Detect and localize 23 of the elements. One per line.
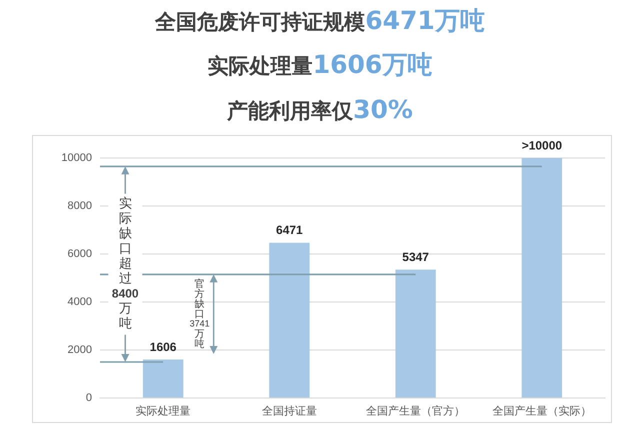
text: 实际缺口超过8400万吨 — [112, 196, 139, 332]
y-tick-label: 10000 — [61, 152, 92, 164]
data-label: 1606 — [150, 340, 177, 354]
text: 产能利用率仅30% — [227, 95, 413, 124]
bar — [395, 270, 436, 398]
chart-subtitle: 实际处理量1606万吨 — [208, 50, 432, 79]
y-tick-label: 0 — [86, 392, 92, 404]
x-tick-label: 全国持证量 — [262, 404, 317, 418]
bar — [522, 158, 562, 398]
data-label: >10000 — [522, 138, 562, 152]
bar — [142, 359, 184, 398]
annotation: 官方缺口3741万吨 — [190, 278, 210, 350]
bar — [269, 242, 310, 398]
chart-title: 全国危废许可持证规模6471万吨 — [155, 6, 485, 35]
x-tick-label: 全国产生量（官方） — [366, 404, 466, 418]
data-label: 6471 — [276, 223, 304, 238]
x-tick-label: 实际处理量 — [136, 404, 191, 418]
data-label: 5347 — [402, 250, 430, 264]
x-tick-label: 全国产生量（实际） — [492, 404, 592, 418]
y-tick-label: 8000 — [68, 200, 92, 212]
y-tick-label: 2000 — [68, 344, 92, 356]
y-tick-label: 6000 — [68, 248, 92, 260]
y-tick-label: 4000 — [68, 296, 92, 308]
